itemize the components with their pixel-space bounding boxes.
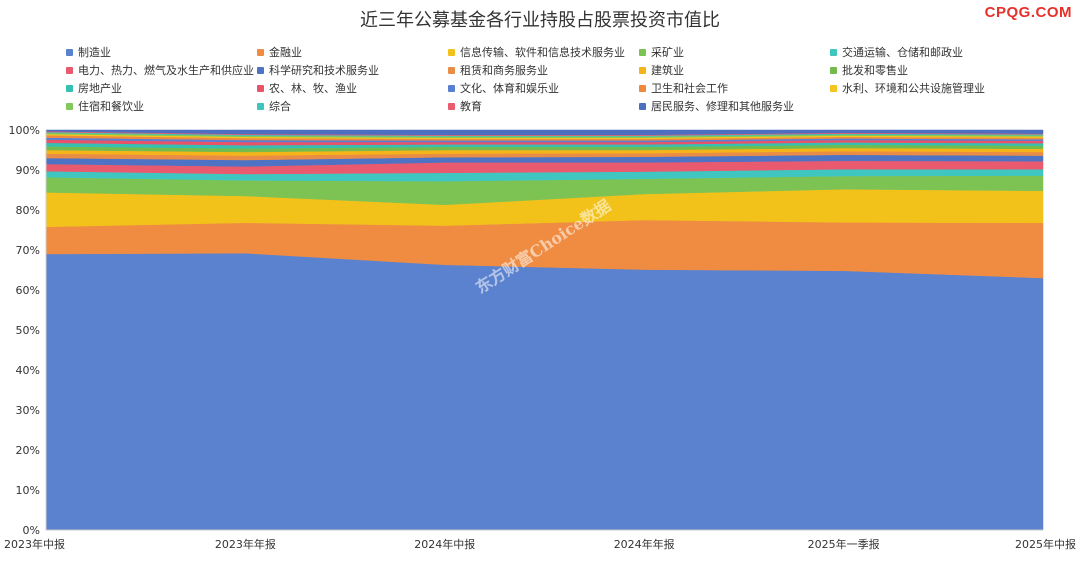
y-tick-label: 10% [16,484,40,497]
legend-item[interactable]: 居民服务、修理和其他服务业 [639,98,830,114]
y-tick-label: 30% [16,404,40,417]
legend-swatch [66,102,73,110]
legend-item[interactable]: 交通运输、仓储和邮政业 [830,44,1021,60]
legend-swatch [257,48,264,56]
legend-swatch [830,66,837,74]
legend-label: 房地产业 [78,82,122,95]
legend-item[interactable]: 电力、热力、燃气及水生产和供应业 [66,62,257,78]
brand-logo-text: CPQG.COM [984,4,1072,21]
y-tick-label: 20% [16,444,40,457]
legend-label: 批发和零售业 [842,64,908,77]
x-tick-label: 2023年年报 [215,537,276,551]
legend-swatch [830,48,837,56]
legend-swatch [66,66,73,74]
legend-item[interactable]: 农、林、牧、渔业 [257,80,448,96]
y-tick-label: 100% [9,124,40,137]
legend-swatch [639,66,646,74]
legend-swatch [257,102,264,110]
x-tick-label: 2024年年报 [614,537,675,551]
legend-item[interactable]: 采矿业 [639,44,830,60]
legend-label: 水利、环境和公共设施管理业 [842,82,985,95]
legend-swatch [830,84,837,92]
legend-item[interactable]: 建筑业 [639,62,830,78]
legend-item[interactable]: 制造业 [66,44,257,60]
x-tick-label: 2025年中报 [1015,537,1076,551]
y-tick-label: 40% [16,364,40,377]
legend-swatch [639,84,646,92]
legend-label: 教育 [460,100,482,113]
y-tick-label: 0% [23,524,40,537]
y-tick-label: 70% [16,244,40,257]
y-tick-label: 90% [16,164,40,177]
legend-swatch [257,66,264,74]
legend-item[interactable]: 水利、环境和公共设施管理业 [830,80,1021,96]
legend-swatch [448,102,455,110]
legend-swatch [639,48,646,56]
legend-item[interactable]: 卫生和社会工作 [639,80,830,96]
legend-item[interactable]: 住宿和餐饮业 [66,98,257,114]
legend-item[interactable]: 批发和零售业 [830,62,1021,78]
legend-label: 文化、体育和娱乐业 [460,82,559,95]
legend-swatch [257,84,264,92]
chart-legend: 制造业 金融业 信息传输、软件和信息技术服务业 采矿业 交通运输、仓储和邮政业电力、热力… [66,44,1026,114]
legend-label: 农、林、牧、渔业 [269,82,357,95]
y-tick-label: 50% [16,324,40,337]
series-area-18[interactable] [45,129,1044,136]
series-area-0[interactable] [45,252,1044,531]
legend-swatch [448,84,455,92]
legend-label: 综合 [269,100,291,113]
legend-label: 建筑业 [651,64,684,77]
legend-item[interactable]: 金融业 [257,44,448,60]
legend-swatch [639,102,646,110]
legend-label: 交通运输、仓储和邮政业 [842,46,963,59]
legend-label: 采矿业 [651,46,684,59]
legend-swatch [448,48,455,56]
legend-item[interactable]: 信息传输、软件和信息技术服务业 [448,44,639,60]
legend-item[interactable]: 房地产业 [66,80,257,96]
legend-label: 科学研究和技术服务业 [269,64,379,77]
legend-label: 制造业 [78,46,111,59]
legend-label: 电力、热力、燃气及水生产和供应业 [78,64,254,77]
legend-item[interactable]: 综合 [257,98,448,114]
y-tick-label: 80% [16,204,40,217]
legend-label: 金融业 [269,46,302,59]
legend-item[interactable]: 教育 [448,98,639,114]
legend-swatch [448,66,455,74]
legend-label: 住宿和餐饮业 [78,100,144,113]
x-tick-label: 2025年一季报 [808,537,880,551]
x-tick-label: 2024年中报 [414,537,475,551]
legend-item[interactable]: 科学研究和技术服务业 [257,62,448,78]
legend-item[interactable]: 文化、体育和娱乐业 [448,80,639,96]
legend-label: 居民服务、修理和其他服务业 [651,100,794,113]
legend-swatch [66,84,73,92]
x-tick-label: 2023年中报 [4,537,65,551]
legend-swatch [66,48,73,56]
chart-title: 近三年公募基金各行业持股占股票投资市值比 [360,10,720,31]
legend-label: 卫生和社会工作 [651,82,728,95]
legend-label: 租赁和商务服务业 [460,64,548,77]
y-tick-label: 60% [16,284,40,297]
legend-item[interactable]: 租赁和商务服务业 [448,62,639,78]
legend-label: 信息传输、软件和信息技术服务业 [460,46,625,59]
